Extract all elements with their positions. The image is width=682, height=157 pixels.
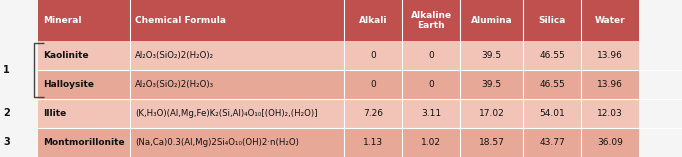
Text: 0: 0 bbox=[428, 80, 434, 89]
Text: 39.5: 39.5 bbox=[481, 80, 502, 89]
Text: Kaolinite: Kaolinite bbox=[43, 51, 89, 60]
Bar bbox=[344, 0, 402, 41]
Text: Montmorillonite: Montmorillonite bbox=[43, 138, 125, 147]
Text: 7.26: 7.26 bbox=[364, 109, 383, 118]
Bar bbox=[0, 0, 38, 157]
Text: (K,H₃O)(Al,Mg,Fe)K₂(Si,Al)₄O₁₀[(OH)₂,(H₂O)]: (K,H₃O)(Al,Mg,Fe)K₂(Si,Al)₄O₁₀[(OH)₂,(H₂… bbox=[135, 109, 318, 118]
Text: Alumina: Alumina bbox=[471, 16, 513, 25]
Bar bbox=[130, 41, 344, 70]
Bar bbox=[344, 128, 402, 157]
Bar bbox=[460, 41, 523, 70]
Text: Halloysite: Halloysite bbox=[43, 80, 94, 89]
Bar bbox=[523, 0, 581, 41]
Text: Silica: Silica bbox=[538, 16, 566, 25]
Text: 3.11: 3.11 bbox=[421, 109, 441, 118]
Bar bbox=[460, 0, 523, 41]
Text: 18.57: 18.57 bbox=[479, 138, 505, 147]
Text: Mineral: Mineral bbox=[43, 16, 81, 25]
Text: Illite: Illite bbox=[43, 109, 66, 118]
Bar bbox=[581, 128, 639, 157]
Text: 46.55: 46.55 bbox=[539, 51, 565, 60]
Bar bbox=[402, 41, 460, 70]
Bar bbox=[523, 128, 581, 157]
Bar bbox=[130, 99, 344, 128]
Text: 2: 2 bbox=[3, 108, 10, 118]
Bar bbox=[130, 128, 344, 157]
Bar bbox=[402, 70, 460, 99]
Text: 0: 0 bbox=[428, 51, 434, 60]
Text: 13.96: 13.96 bbox=[597, 80, 623, 89]
Bar bbox=[402, 99, 460, 128]
Text: Water: Water bbox=[595, 16, 625, 25]
Text: (Na,Ca)0.3(Al,Mg)2Si₄O₁₀(OH)2·n(H₂O): (Na,Ca)0.3(Al,Mg)2Si₄O₁₀(OH)2·n(H₂O) bbox=[135, 138, 299, 147]
Bar bbox=[38, 41, 130, 70]
Bar bbox=[581, 99, 639, 128]
Text: 0: 0 bbox=[370, 51, 376, 60]
Bar bbox=[523, 99, 581, 128]
Text: 54.01: 54.01 bbox=[539, 109, 565, 118]
Bar bbox=[38, 99, 130, 128]
Text: Al₂O₃(SiO₂)2(H₂O)₂: Al₂O₃(SiO₂)2(H₂O)₂ bbox=[135, 51, 214, 60]
Bar bbox=[581, 41, 639, 70]
Text: 36.09: 36.09 bbox=[597, 138, 623, 147]
Bar bbox=[581, 70, 639, 99]
Text: Chemical Formula: Chemical Formula bbox=[135, 16, 226, 25]
Text: 1.13: 1.13 bbox=[364, 138, 383, 147]
Text: 17.02: 17.02 bbox=[479, 109, 505, 118]
Text: 12.03: 12.03 bbox=[597, 109, 623, 118]
Text: Alkaline
Earth: Alkaline Earth bbox=[411, 11, 452, 30]
Bar bbox=[460, 70, 523, 99]
Text: 3: 3 bbox=[3, 138, 10, 147]
Bar bbox=[402, 0, 460, 41]
Text: 1.02: 1.02 bbox=[421, 138, 441, 147]
Text: Al₂O₃(SiO₂)2(H₂O)₃: Al₂O₃(SiO₂)2(H₂O)₃ bbox=[135, 80, 214, 89]
Text: 13.96: 13.96 bbox=[597, 51, 623, 60]
Text: Alkali: Alkali bbox=[359, 16, 387, 25]
Bar bbox=[38, 128, 130, 157]
Bar bbox=[38, 0, 130, 41]
Bar bbox=[130, 70, 344, 99]
Text: 43.77: 43.77 bbox=[539, 138, 565, 147]
Bar bbox=[581, 0, 639, 41]
Text: 46.55: 46.55 bbox=[539, 80, 565, 89]
Text: 1: 1 bbox=[3, 65, 10, 75]
Bar bbox=[344, 70, 402, 99]
Bar bbox=[344, 99, 402, 128]
Bar bbox=[460, 128, 523, 157]
Text: 39.5: 39.5 bbox=[481, 51, 502, 60]
Text: 0: 0 bbox=[370, 80, 376, 89]
Bar bbox=[344, 41, 402, 70]
Bar bbox=[523, 70, 581, 99]
Bar bbox=[460, 99, 523, 128]
Bar bbox=[130, 0, 344, 41]
Bar bbox=[402, 128, 460, 157]
Bar bbox=[523, 41, 581, 70]
Bar bbox=[38, 70, 130, 99]
